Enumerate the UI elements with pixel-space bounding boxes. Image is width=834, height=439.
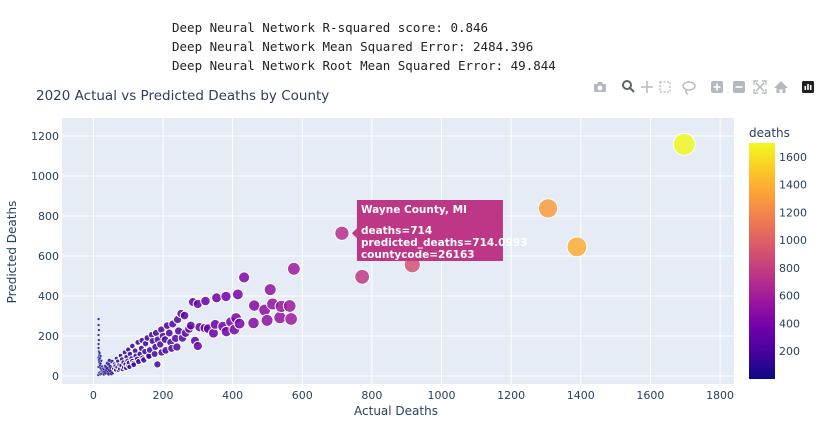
y-axis-ticks: 0 200 400 600 800 1000 1200 (31, 130, 59, 383)
y-tick-label: 400 (38, 290, 59, 303)
colorbar-tick-label: 1200 (779, 206, 807, 219)
data-point[interactable] (97, 338, 101, 342)
colorbar-tick-label: 800 (779, 262, 800, 275)
console-output: Deep Neural Network R-squared score: 0.8… (172, 18, 556, 75)
colorbar-tick-label: 200 (779, 345, 800, 358)
x-tick-label: 1200 (497, 389, 525, 402)
data-point[interactable] (172, 342, 182, 352)
y-tick-label: 600 (38, 250, 59, 263)
camera-icon[interactable] (594, 82, 606, 92)
x-axis-label: Actual Deaths (354, 404, 438, 418)
pan-icon[interactable] (641, 81, 653, 93)
data-point[interactable] (263, 283, 277, 297)
x-tick-label: 0 (90, 389, 97, 402)
data-point[interactable] (97, 323, 101, 327)
colorbar-tick-label: 600 (779, 290, 800, 303)
data-point[interactable] (130, 361, 138, 369)
x-tick-label: 1800 (706, 389, 734, 402)
data-point[interactable] (282, 299, 297, 313)
colorbar-tick-label: 1000 (779, 234, 807, 247)
data-point[interactable] (97, 342, 101, 346)
colorbar-gradient (749, 143, 775, 379)
hover-tooltip: Wayne County, MI deaths=714predicted_deat… (351, 200, 527, 261)
chart-title: 2020 Actual vs Predicted Deaths by Count… (36, 88, 329, 104)
data-point[interactable] (260, 313, 274, 327)
data-point[interactable] (98, 351, 102, 355)
data-point[interactable] (208, 327, 219, 339)
x-tick-label: 600 (292, 389, 313, 402)
modebar[interactable] (594, 80, 814, 95)
colorbar-tick-label: 1600 (779, 151, 807, 164)
data-point[interactable] (220, 290, 232, 303)
tooltip-pointer (351, 228, 357, 239)
data-point[interactable] (153, 360, 162, 369)
colorbar: deaths 200 400 600 800 1000 1200 1400 1600 (749, 126, 807, 379)
zoom-in-icon[interactable] (711, 81, 723, 93)
y-tick-label: 800 (38, 210, 59, 223)
y-tick-label: 200 (38, 330, 59, 343)
data-point[interactable] (211, 292, 223, 304)
data-point[interactable] (334, 225, 350, 241)
data-point[interactable] (97, 328, 101, 332)
data-point[interactable] (200, 295, 211, 307)
data-point[interactable] (99, 362, 103, 366)
data-point[interactable] (238, 271, 251, 284)
tooltip-title: Wayne County, MI (361, 204, 467, 216)
colorbar-tick-label: 1400 (779, 179, 807, 192)
box-select-icon[interactable] (659, 81, 671, 93)
data-point[interactable] (97, 317, 101, 321)
zoom-icon[interactable] (622, 80, 635, 93)
x-tick-label: 1000 (428, 389, 456, 402)
data-point[interactable] (286, 261, 301, 276)
zoom-out-icon[interactable] (733, 81, 745, 93)
data-point[interactable] (354, 268, 371, 285)
reset-axes-icon[interactable] (774, 81, 788, 93)
y-axis-label: Predicted Deaths (5, 201, 19, 304)
mse-line: Deep Neural Network Mean Squared Error: … (172, 39, 534, 54)
x-tick-label: 400 (222, 389, 243, 402)
x-tick-label: 1600 (636, 389, 664, 402)
data-point[interactable] (150, 349, 159, 359)
x-tick-label: 200 (152, 389, 173, 402)
x-tick-label: 800 (361, 389, 382, 402)
data-point[interactable] (99, 359, 103, 363)
data-point[interactable] (566, 236, 588, 258)
colorbar-tick-label: 400 (779, 317, 800, 330)
data-point[interactable] (99, 354, 103, 358)
rmse-line: Deep Neural Network Root Mean Squared Er… (172, 58, 556, 73)
colorbar-ticks: 200 400 600 800 1000 1200 1400 1600 (779, 151, 807, 358)
autoscale-icon[interactable] (753, 80, 767, 94)
tooltip-box (356, 200, 503, 261)
data-point[interactable] (192, 340, 203, 352)
data-point[interactable] (164, 328, 174, 338)
data-point[interactable] (231, 288, 244, 301)
data-points[interactable] (96, 132, 696, 377)
lasso-select-icon[interactable] (682, 81, 696, 95)
tooltip-line: countycode=26163 (361, 249, 475, 261)
data-point[interactable] (233, 317, 246, 330)
data-point[interactable] (179, 310, 190, 321)
data-point[interactable] (97, 333, 101, 337)
data-point[interactable] (247, 299, 261, 312)
data-point[interactable] (284, 312, 298, 326)
data-point[interactable] (185, 320, 196, 331)
data-point[interactable] (672, 132, 696, 156)
x-tick-label: 1400 (567, 389, 595, 402)
data-point[interactable] (537, 198, 559, 219)
plotly-logo-icon[interactable] (802, 81, 814, 93)
data-point[interactable] (97, 346, 101, 350)
r-squared-line: Deep Neural Network R-squared score: 0.8… (172, 20, 489, 35)
data-point[interactable] (98, 356, 102, 360)
y-tick-label: 0 (52, 370, 59, 383)
data-point[interactable] (273, 310, 287, 325)
data-point[interactable] (247, 316, 260, 330)
tooltip-line: deaths=714 (361, 225, 432, 237)
tooltip-line: predicted_deaths=714.0993 (361, 237, 527, 249)
y-tick-label: 1200 (31, 130, 59, 143)
grid (62, 118, 734, 384)
colorbar-title: deaths (749, 126, 790, 140)
y-tick-label: 1000 (31, 170, 59, 183)
x-axis-ticks: 0 200 400 600 800 1000 1200 1400 1600 1800 (90, 389, 734, 402)
